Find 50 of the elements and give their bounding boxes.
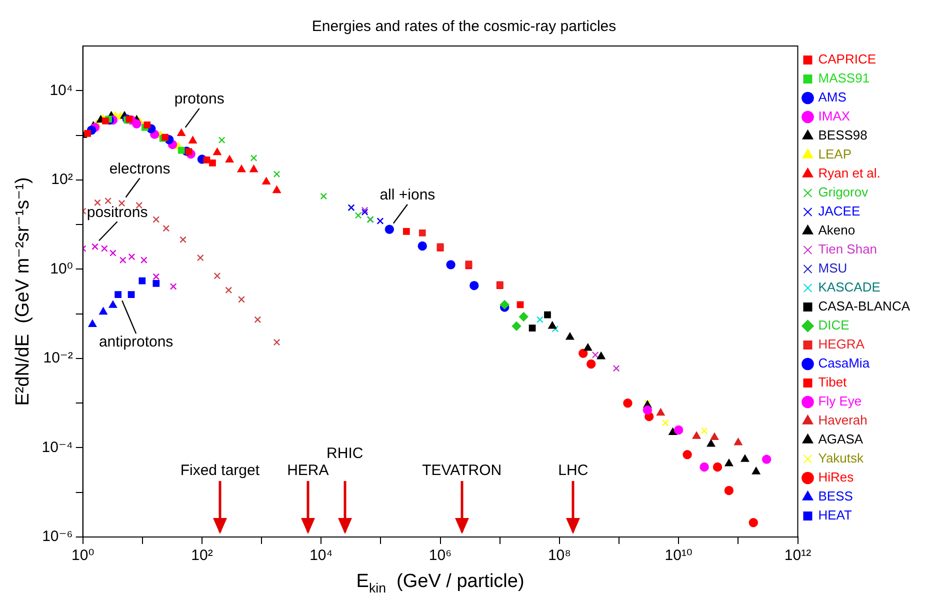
- y-axis-title: E²dN/dE (GeV m⁻²sr⁻¹s⁻¹): [12, 177, 34, 406]
- y-tick-label: 10⁴: [50, 82, 73, 99]
- legend-label: Yakutsk: [818, 450, 864, 466]
- legend-label: DICE: [818, 318, 850, 333]
- legend-label: Fly Eye: [818, 394, 862, 409]
- legend-label: LEAP: [818, 146, 852, 162]
- legend-label: Akeno: [818, 222, 856, 238]
- y-tick-label: 10⁻²: [43, 350, 73, 367]
- legend-label: KASCADE: [818, 280, 881, 295]
- ref-line-label: TEVATRON: [422, 462, 502, 480]
- annotation: electrons: [109, 160, 170, 178]
- legend-label: CASA-BLANCA: [818, 298, 910, 314]
- x-tick-label: 10⁴: [310, 547, 333, 564]
- legend-label: Tien Shan: [818, 242, 878, 257]
- legend-label: HEAT: [818, 508, 852, 523]
- legend-label: IMAX: [818, 108, 850, 124]
- ref-line-label: HERA: [287, 462, 329, 480]
- legend-label: AMS: [818, 90, 847, 105]
- y-tick-label: 10⁰: [50, 260, 73, 278]
- y-tick-label: 10⁻⁴: [42, 438, 73, 456]
- legend-label: CAPRICE: [818, 52, 876, 67]
- x-tick-label: 10⁶: [428, 547, 452, 564]
- legend-label: HEGRA: [818, 336, 865, 352]
- chart-title: Energies and rates of the cosmic-ray particles: [312, 18, 616, 36]
- annotation: all +ions: [380, 186, 436, 204]
- y-tick-label: 10⁻⁶: [42, 528, 73, 546]
- legend-label: Tibet: [818, 374, 848, 390]
- annotation: positrons: [86, 204, 148, 221]
- legend-label: BESS: [818, 488, 854, 504]
- y-tick-label: 10²: [51, 171, 73, 188]
- x-tick-label: 10⁰: [71, 547, 94, 564]
- annotation: antiprotons: [98, 334, 174, 351]
- x-tick-label: 10¹⁰: [664, 547, 692, 564]
- x-tick-label: 10¹²: [784, 547, 812, 564]
- legend-label: MASS91: [818, 70, 870, 86]
- x-tick-label: 10⁸: [548, 547, 571, 564]
- legend-label: CasaMia: [818, 356, 870, 371]
- legend-label: Ryan et al.: [818, 166, 880, 181]
- legend-label: Grigorov: [818, 184, 869, 200]
- legend-label: HiRes: [818, 470, 854, 485]
- ref-line-label: RHIC: [326, 445, 364, 462]
- legend-label: MSU: [818, 260, 848, 276]
- ref-line-label: Fixed target: [180, 462, 260, 480]
- legend-label: AGASA: [818, 432, 864, 447]
- legend-label: JACEE: [818, 204, 860, 219]
- legend-label: BESS98: [818, 128, 868, 143]
- ref-line-label: LHC: [558, 462, 588, 480]
- legend-label: Haverah: [818, 412, 868, 428]
- annotation: protons: [174, 90, 224, 108]
- x-tick-label: 10²: [191, 547, 213, 564]
